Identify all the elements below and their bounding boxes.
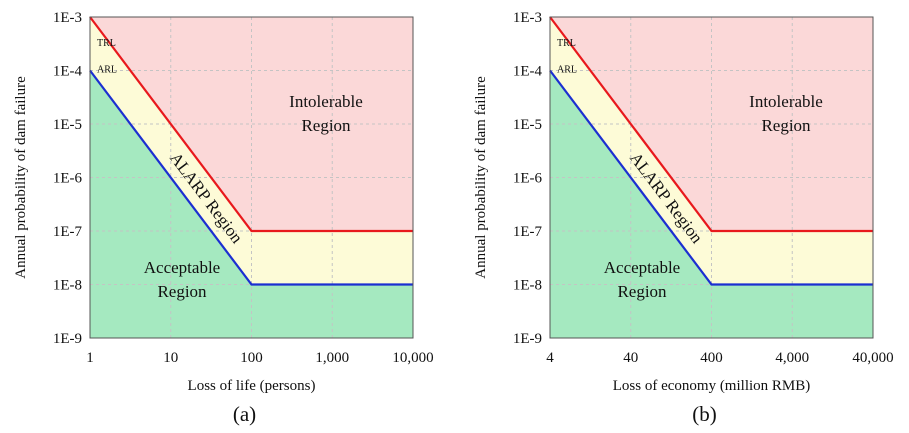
y-axis-label: Annual probability of dam failure (473, 76, 489, 279)
y-tick-label: 1E-6 (513, 171, 543, 187)
x-tick-label: 10,000 (392, 350, 433, 366)
intolerable-region-label: Intolerable (749, 92, 823, 111)
x-tick-label: 4,000 (775, 350, 809, 366)
x-tick-label: 4 (546, 350, 554, 366)
y-tick-label: 1E-8 (53, 278, 82, 294)
y-tick-label: 1E-7 (513, 224, 543, 240)
intolerable-region-label: Region (301, 116, 351, 135)
x-tick-label: 100 (240, 350, 263, 366)
x-axis-label: Loss of life (persons) (188, 378, 316, 394)
y-tick-label: 1E-6 (53, 171, 83, 187)
y-tick-label: 1E-3 (513, 10, 542, 26)
panel-caption: (b) (692, 402, 717, 426)
intolerable-region-label: Intolerable (289, 92, 363, 111)
x-axis-label: Loss of economy (million RMB) (613, 378, 811, 394)
y-tick-label: 1E-9 (53, 331, 82, 347)
plot-frame (549, 16, 874, 339)
x-tick-label: 400 (700, 350, 723, 366)
y-tick-label: 1E-8 (513, 278, 542, 294)
x-tick-label: 40 (623, 350, 638, 366)
acceptable-region-label: Acceptable (604, 258, 680, 277)
x-tick-label: 10 (163, 350, 178, 366)
acceptable-region-label: Region (157, 282, 207, 301)
y-tick-label: 1E-5 (53, 117, 82, 133)
chart-panel-b: 4 40 400 4,000 40,000 1E-9 1E-8 1E-7 1E-6 1E-5 1E-… (473, 10, 894, 426)
chart-panel-a: 1 10 100 1,000 10,000 1E-9 1E-8 1E-7 1E-6 1E-5 1E-… (13, 10, 434, 426)
intolerable-region-label: Region (761, 116, 811, 135)
arl-line (89, 69, 413, 286)
x-tick-label: 40,000 (852, 350, 893, 366)
y-tick-label: 1E-7 (53, 224, 83, 240)
trl-label: TRL (97, 38, 116, 49)
y-axis-label: Annual probability of dam failure (13, 76, 29, 279)
panel-caption: (a) (233, 402, 256, 426)
acceptable-region-label: Region (617, 282, 667, 301)
arl-line (549, 69, 873, 286)
plot-frame (89, 16, 414, 339)
acceptable-region-label: Acceptable (144, 258, 220, 277)
arl-label: ARL (557, 65, 577, 76)
y-tick-label: 1E-5 (513, 117, 542, 133)
trl-label: TRL (557, 38, 576, 49)
x-tick-label: 1,000 (315, 350, 349, 366)
arl-label: ARL (97, 65, 117, 76)
x-tick-label: 1 (86, 350, 94, 366)
y-tick-label: 1E-4 (513, 64, 543, 80)
y-tick-label: 1E-4 (53, 64, 83, 80)
y-tick-label: 1E-3 (53, 10, 82, 26)
trl-line (89, 16, 413, 233)
y-tick-label: 1E-9 (513, 331, 542, 347)
trl-line (549, 16, 873, 233)
